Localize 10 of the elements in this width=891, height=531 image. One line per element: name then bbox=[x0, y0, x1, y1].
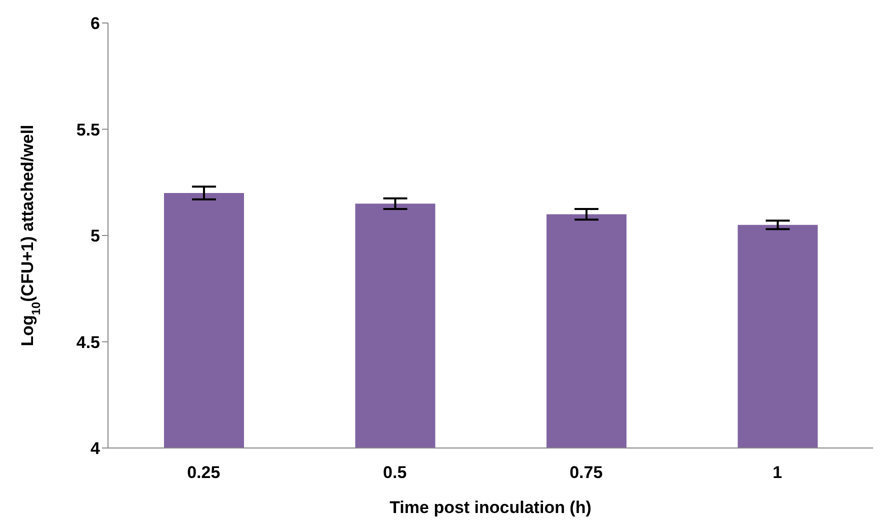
x-tick-label: 1 bbox=[772, 463, 782, 482]
y-tick-label: 5.5 bbox=[76, 120, 100, 140]
x-tick-label: 0.25 bbox=[187, 463, 220, 482]
y-tick-label: 4 bbox=[90, 439, 101, 458]
x-tick-label: 0.5 bbox=[383, 463, 407, 482]
x-axis-title: Time post inoculation (h) bbox=[390, 498, 592, 517]
y-tick-label: 4.5 bbox=[76, 332, 100, 352]
y-tick-label: 5 bbox=[90, 226, 100, 246]
x-tick-label: 0.75 bbox=[570, 463, 603, 482]
y-tick-label: 6 bbox=[90, 14, 100, 34]
